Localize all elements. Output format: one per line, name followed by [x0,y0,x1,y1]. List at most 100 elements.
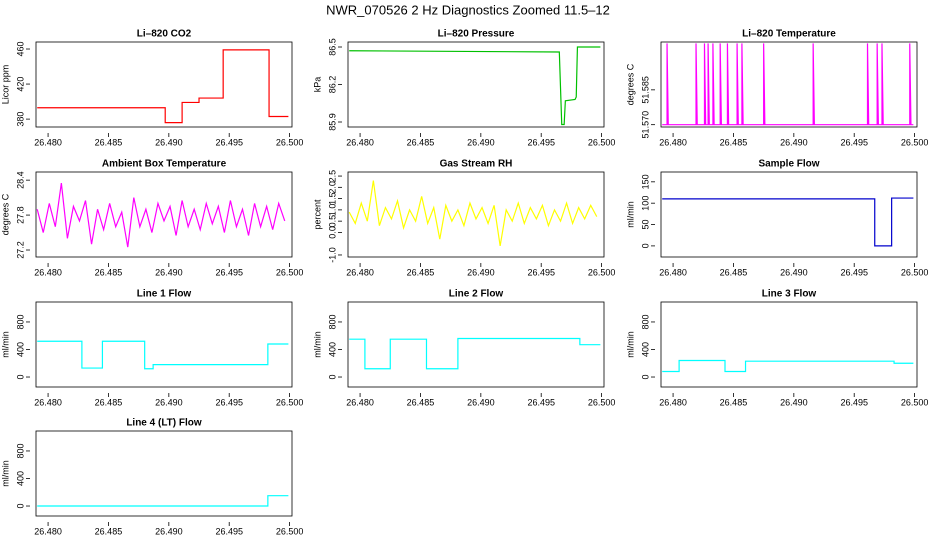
y-tick-label: 1.0 [327,204,337,217]
data-line [37,495,289,507]
y-tick-label: 800 [327,314,337,329]
x-tick-label: 26.480 [659,137,687,147]
y-tick-label: 420 [15,77,25,92]
y-axis-label: Licor ppm [0,65,10,105]
x-tick-label: 26.495 [840,137,868,147]
y-tick-label: 400 [327,342,337,357]
y-tick-label: 0.5 [327,215,337,228]
y-tick-label: 86.5 [327,38,337,56]
y-tick-label: 400 [15,471,25,486]
y-tick-label: 800 [15,314,25,329]
x-tick-label: 26.485 [95,397,123,407]
data-line [349,46,601,126]
y-tick-label: 1.5 [327,192,337,205]
panel-title: Line 2 Flow [449,289,504,300]
x-tick-label: 26.480 [34,397,62,407]
y-tick-label: 27.8 [15,206,25,224]
data-line [662,197,914,247]
y-tick-label: 51.585 [640,76,650,104]
x-tick-label: 26.495 [215,137,243,147]
y-tick-label: 100 [640,196,650,211]
x-tick-label: 26.480 [34,526,62,536]
data-line [36,182,286,248]
x-tick-label: 26.480 [346,267,374,277]
x-tick-label: 26.485 [95,526,123,536]
y-tick-label: 0 [640,375,650,380]
y-tick-label: 400 [15,342,25,357]
plot-frame [35,430,293,517]
x-tick-label: 26.500 [276,267,304,277]
data-line [662,43,914,126]
x-tick-label: 26.490 [155,526,183,536]
x-tick-label: 26.495 [527,267,555,277]
x-tick-label: 26.495 [527,137,555,147]
y-tick-label: 400 [640,342,650,357]
x-tick-label: 26.500 [276,526,304,536]
x-tick-label: 26.480 [346,397,374,407]
x-tick-label: 26.495 [527,397,555,407]
x-tick-label: 26.485 [720,397,748,407]
x-tick-label: 26.500 [901,267,929,277]
x-tick-label: 26.490 [780,137,808,147]
x-tick-label: 26.485 [407,397,435,407]
y-axis-label: degrees C [625,63,635,105]
x-tick-label: 26.490 [155,397,183,407]
data-line [662,359,914,373]
panel-title: Line 3 Flow [762,289,817,300]
y-tick-label: 150 [640,174,650,189]
x-tick-label: 26.500 [276,397,304,407]
y-axis-label: ml/min [625,331,635,358]
x-tick-label: 26.485 [407,267,435,277]
x-tick-label: 26.500 [588,397,616,407]
data-line [37,340,289,370]
x-tick-label: 26.490 [467,267,495,277]
x-tick-label: 26.485 [720,137,748,147]
y-axis-label: ml/min [625,201,635,228]
x-tick-label: 26.495 [840,397,868,407]
plot-frame [347,171,605,258]
panel-title: Ambient Box Temperature [102,159,227,170]
plot-frame [660,41,918,128]
y-tick-label: 800 [15,443,25,458]
x-tick-label: 26.485 [407,137,435,147]
panel-title: Gas Stream RH [440,159,513,170]
x-tick-label: 26.500 [588,267,616,277]
y-tick-label: 460 [15,41,25,56]
y-tick-label: 0.0 [327,226,337,239]
y-tick-label: 51.570 [640,111,650,139]
plot-frame [35,171,293,258]
x-tick-label: 26.485 [95,267,123,277]
plot-frame [35,301,293,388]
x-tick-label: 26.490 [467,137,495,147]
y-axis-label: kPa [312,77,322,93]
y-tick-label: 0 [15,375,25,380]
x-tick-label: 26.490 [155,137,183,147]
y-tick-label: 85.9 [327,113,337,131]
data-line [348,180,598,247]
page-title: NWR_070526 2 Hz Diagnostics Zoomed 11.5–… [326,2,610,17]
x-tick-label: 26.495 [215,267,243,277]
x-tick-label: 26.495 [215,397,243,407]
x-tick-label: 26.490 [780,267,808,277]
panel-title: Line 4 (LT) Flow [126,418,202,429]
panel-title: Li–820 CO2 [137,29,192,40]
y-axis-label: ml/min [312,331,322,358]
y-tick-label: 2.5 [327,170,337,183]
data-line [37,49,289,124]
x-tick-label: 26.495 [215,526,243,536]
x-tick-label: 26.500 [901,137,929,147]
y-tick-label: 86.2 [327,76,337,94]
y-tick-label: 380 [15,112,25,127]
x-tick-label: 26.480 [659,397,687,407]
y-tick-label: 2.0 [327,181,337,194]
y-axis-label: ml/min [0,331,10,358]
x-tick-label: 26.500 [588,137,616,147]
plot-frame [660,301,918,388]
x-tick-label: 26.485 [720,267,748,277]
y-tick-label: 50 [640,220,650,230]
data-line [349,337,601,370]
y-tick-label: 0 [15,504,25,509]
y-axis-label: degrees C [0,193,10,235]
